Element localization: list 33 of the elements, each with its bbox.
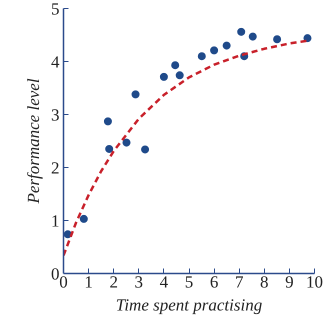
- point: [198, 52, 206, 60]
- y-tick-label: 3: [51, 106, 60, 124]
- x-tick-label: 7: [234, 272, 244, 292]
- point: [222, 42, 231, 50]
- point: [237, 28, 246, 36]
- x-tick-label: 3: [134, 272, 144, 292]
- x-axis-title: Time spent practising: [116, 296, 262, 314]
- point: [160, 72, 168, 81]
- x-tick-label: 5: [184, 272, 194, 292]
- point: [122, 138, 130, 147]
- x-tick-label: 4: [160, 272, 169, 292]
- y-tick-label: 2: [51, 158, 60, 178]
- point: [176, 71, 184, 80]
- point: [210, 46, 218, 54]
- y-axis-title: Performance level: [24, 78, 43, 205]
- y-tick-label: 4: [51, 52, 60, 72]
- point: [171, 61, 180, 70]
- x-tick-label: 8: [260, 272, 269, 292]
- x-tick-label: 1: [84, 272, 93, 292]
- point: [303, 34, 312, 42]
- point: [105, 144, 114, 153]
- y-tick-label: 1: [51, 212, 60, 230]
- y-tick-label: 5: [51, 0, 60, 18]
- point: [248, 32, 257, 41]
- point: [273, 35, 282, 44]
- x-tick-label: 6: [210, 272, 218, 292]
- point: [132, 90, 140, 98]
- point: [104, 117, 112, 126]
- x-tick-label: 9: [285, 272, 294, 292]
- x-tick-label: 2: [109, 272, 118, 292]
- x-tick-label: 10: [306, 272, 323, 292]
- point: [141, 145, 150, 154]
- point: [80, 214, 88, 223]
